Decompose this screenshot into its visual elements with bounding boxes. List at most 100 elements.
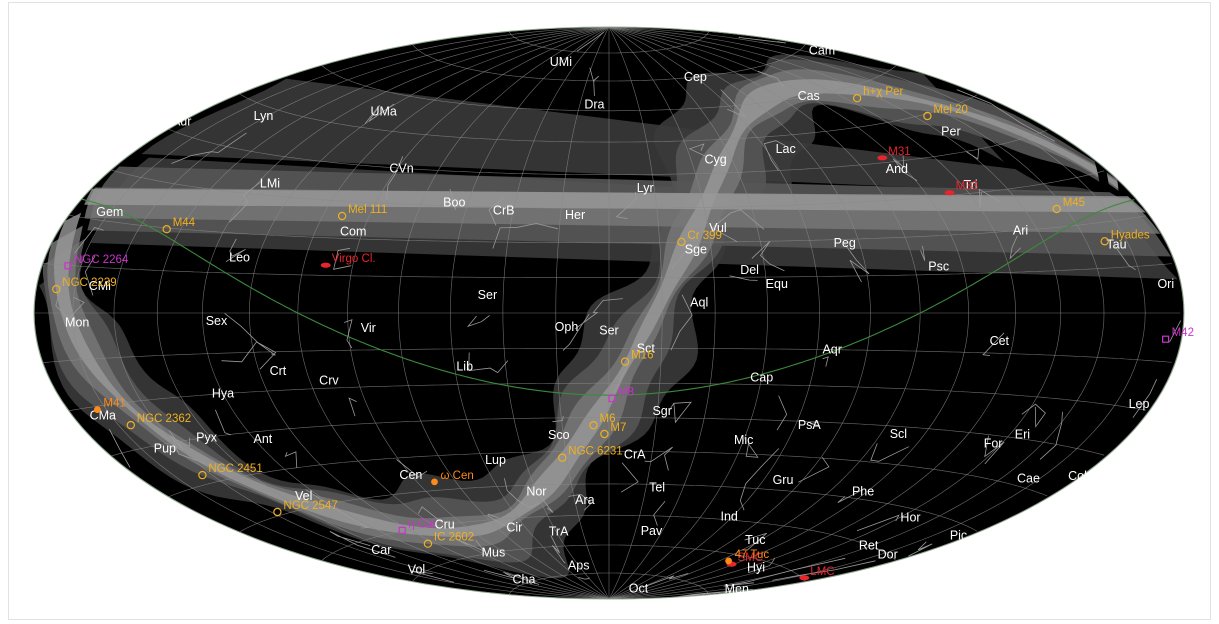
constellation-label: Lac (776, 142, 796, 156)
constellation-label: Cas (798, 89, 820, 103)
deep-sky-object[interactable]: M33 (944, 181, 978, 196)
globular-cluster-marker (431, 478, 438, 486)
deep-sky-object[interactable]: Mel 20 (923, 104, 968, 121)
constellation-label: Gru (773, 473, 794, 487)
right-ascension-line (608, 27, 820, 599)
constellation-label: Ser (478, 288, 497, 302)
constellation-figure (842, 241, 870, 283)
constellation-figure (229, 180, 263, 223)
constellation-figure (738, 36, 787, 44)
deep-sky-object[interactable]: LMC (799, 566, 835, 581)
open-cluster-marker (923, 111, 932, 121)
deep-sky-object[interactable]: Mel 111 (337, 204, 388, 221)
constellation-figure (729, 275, 758, 281)
constellation-figure (982, 332, 1005, 356)
deep-sky-object[interactable]: NGC 6231 (558, 446, 623, 462)
constellation-figure (343, 319, 353, 349)
right-ascension-line (608, 27, 663, 599)
constellation-figure (720, 89, 746, 118)
constellation-figure (739, 448, 780, 511)
constellation-figure (776, 395, 788, 431)
constellation-label: Cep (684, 70, 707, 84)
constellation-figure (284, 451, 298, 469)
deep-sky-object[interactable]: NGC 2362 (126, 413, 191, 430)
constellation-label: Com (340, 224, 366, 238)
constellation-label: Equ (766, 277, 788, 291)
object-label: M41 (103, 398, 125, 410)
deep-sky-object[interactable]: SMC (726, 552, 764, 567)
deep-sky-object[interactable]: M16 (620, 350, 654, 366)
deep-sky-object[interactable]: M45 (1052, 197, 1085, 214)
constellation-label: Vol (408, 563, 425, 577)
deep-sky-object[interactable]: M7 (600, 422, 627, 439)
constellation-figure (63, 379, 1158, 418)
constellation-figure (568, 493, 593, 511)
constellation-label: Cen (399, 468, 422, 482)
constellation-label: CMi (89, 279, 111, 293)
open-cluster-marker (162, 224, 171, 234)
deep-sky-object[interactable]: M8 (608, 387, 634, 403)
constellation-label: Sco (548, 428, 570, 442)
constellation-label: Oph (555, 320, 579, 334)
declination-line (168, 128, 1048, 175)
open-cluster-marker (1052, 204, 1061, 214)
deep-sky-object[interactable]: NGC 2547 (273, 500, 338, 517)
constellation-label: LMi (260, 177, 280, 191)
constellation-figure (620, 462, 639, 493)
globular-cluster-marker (725, 557, 732, 565)
constellation-label: Tel (649, 481, 665, 495)
constellation-figure (487, 513, 512, 530)
open-cluster-marker (677, 237, 686, 246)
constellation-label: Oct (629, 582, 649, 596)
deep-sky-object[interactable]: ω Cen (431, 470, 474, 486)
constellation-figure (466, 315, 490, 328)
constellation-label: Dra (584, 98, 604, 112)
constellation-figure (1021, 403, 1046, 428)
constellation-label: Lyr (637, 181, 654, 195)
right-ascension-line (608, 27, 1105, 599)
deep-sky-object[interactable]: h+χ Per (852, 86, 904, 103)
right-ascension-line (248, 27, 610, 599)
constellation-figure (364, 103, 395, 124)
deep-sky-object[interactable]: Virgo Cl. (320, 253, 376, 268)
constellation-label: Crv (319, 374, 339, 388)
deep-sky-object[interactable]: M42 (1161, 327, 1194, 343)
deep-sky-object[interactable]: M41 (94, 398, 126, 413)
deep-sky-object[interactable]: η Car (398, 518, 436, 535)
declination-line (168, 451, 1048, 498)
constellation-figure (772, 560, 876, 581)
constellation-figure (644, 446, 673, 471)
object-label: NGC 6231 (568, 446, 622, 458)
object-label: SMC (738, 552, 764, 564)
constellation-figure (1039, 411, 1063, 460)
constellation-label: Sex (206, 314, 228, 328)
deep-sky-object[interactable]: M31 (877, 146, 911, 161)
deep-sky-object[interactable]: NGC 2451 (198, 463, 263, 480)
constellation-figure (671, 245, 691, 270)
constellation-figure (109, 429, 131, 468)
deep-sky-object[interactable]: IC 2602 (423, 532, 474, 548)
constellation-figure (612, 362, 630, 397)
object-label: NGC 2239 (62, 277, 116, 289)
deep-sky-object[interactable]: M6 (589, 413, 616, 430)
constellation-figure (856, 514, 900, 532)
deep-sky-object[interactable]: Cr 399 (677, 230, 722, 246)
constellation-label: UMi (550, 55, 572, 69)
all-sky-map[interactable]: Com CVn UMa Boo LMi Leo Vir CrB UMi Ser Crv Crt Sex L… (9, 3, 1210, 619)
right-ascension-line (608, 27, 970, 599)
deep-sky-object[interactable]: NGC 2239 (52, 277, 117, 294)
deep-sky-object[interactable]: 47 Tuc (725, 549, 769, 565)
constellation-figure (173, 440, 207, 464)
deep-sky-object[interactable]: M44 (162, 217, 196, 234)
declination-line (42, 348, 1172, 363)
constellation-label: CVn (389, 161, 413, 175)
right-ascension-line (156, 27, 610, 599)
constellation-label: Pav (641, 524, 663, 538)
sky-map-frame: Com CVn UMa Boo LMi Leo Vir CrB UMi Ser Crv Crt Sex L… (8, 2, 1211, 620)
constellation-label: Ari (1013, 224, 1028, 238)
galaxy-marker (320, 262, 331, 268)
deep-sky-object[interactable]: NGC 2264 (64, 254, 129, 270)
deep-sky-object[interactable]: Hyades (1100, 229, 1150, 246)
open-cluster-marker (423, 539, 433, 548)
right-ascension-line (608, 27, 1184, 599)
